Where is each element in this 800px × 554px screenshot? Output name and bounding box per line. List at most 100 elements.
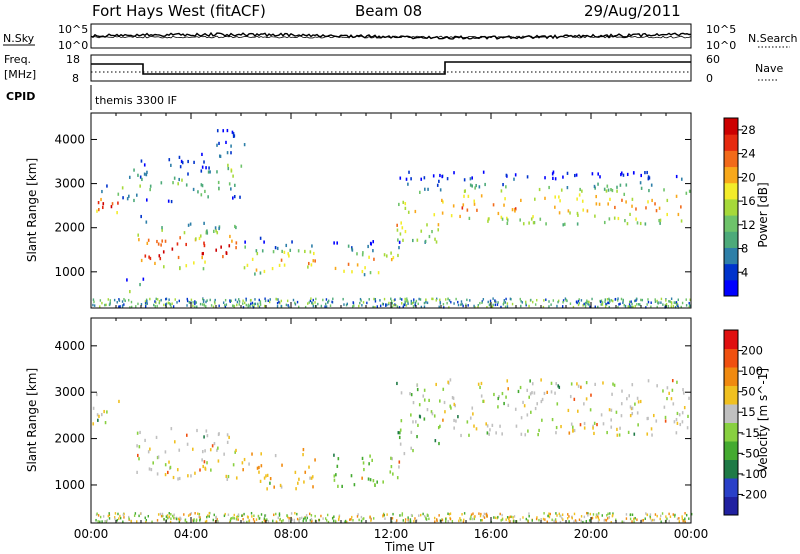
- ground-scatter-cell: [684, 512, 686, 515]
- ground-scatter-cell: [229, 519, 232, 522]
- echo-cell: [557, 384, 560, 388]
- ground-scatter-cell: [130, 519, 132, 523]
- echo-cell: [506, 221, 509, 226]
- ground-scatter-cell: [250, 298, 252, 302]
- ground-scatter-cell: [460, 519, 462, 522]
- ground-scatter-cell: [277, 516, 279, 520]
- echo-cell: [232, 132, 235, 136]
- ground-scatter-cell: [678, 520, 681, 523]
- echo-cell: [232, 196, 234, 200]
- echo-cell: [460, 433, 462, 438]
- echo-cell: [514, 209, 516, 213]
- ground-scatter-cell: [637, 303, 640, 306]
- ground-scatter-cell: [301, 516, 303, 520]
- echo-cell: [225, 474, 228, 479]
- ground-scatter-cell: [201, 303, 204, 306]
- ground-scatter-cell: [294, 301, 296, 305]
- echo-cell: [648, 176, 651, 180]
- ground-scatter-cell: [290, 512, 293, 515]
- ground-scatter-cell: [582, 520, 584, 524]
- ground-scatter-cell: [690, 512, 693, 516]
- ground-scatter-cell: [276, 301, 279, 305]
- ground-scatter-cell: [399, 297, 401, 300]
- ground-scatter-cell: [588, 519, 591, 522]
- echo-cell: [506, 379, 509, 383]
- ground-scatter-cell: [398, 306, 401, 309]
- ground-scatter-cell: [227, 513, 230, 517]
- ground-scatter-cell: [515, 520, 518, 523]
- echo-cell: [666, 386, 669, 390]
- date-title: 29/Aug/2011: [584, 2, 681, 20]
- ground-scatter-cell: [466, 298, 468, 302]
- echo-cell: [670, 397, 673, 401]
- ground-scatter-cell: [443, 306, 445, 309]
- ground-scatter-cell: [101, 301, 103, 305]
- ground-scatter-cell: [349, 518, 351, 521]
- echo-cell: [688, 396, 690, 400]
- ground-scatter-cell: [242, 517, 244, 521]
- echo-cell: [140, 214, 142, 219]
- echo-cell: [172, 475, 175, 480]
- echo-cell: [189, 222, 192, 226]
- ground-scatter-cell: [229, 299, 231, 302]
- ground-scatter-cell: [305, 519, 307, 522]
- x-tick-label: 16:00: [474, 527, 509, 541]
- ground-scatter-cell: [121, 305, 124, 309]
- echo-cell: [585, 397, 588, 401]
- ground-scatter-cell: [99, 515, 102, 519]
- echo-cell: [176, 242, 179, 246]
- ground-scatter-cell: [606, 298, 609, 301]
- ground-scatter-cell: [153, 303, 155, 307]
- ground-scatter-cell: [165, 515, 168, 518]
- colorbar-segment: [724, 182, 738, 200]
- ground-scatter-cell: [122, 520, 124, 524]
- echo-cell: [138, 457, 140, 461]
- echo-cell: [552, 170, 555, 174]
- echo-cell: [178, 448, 181, 452]
- ground-scatter-cell: [595, 516, 597, 519]
- echo-cell: [195, 237, 197, 241]
- ground-scatter-cell: [645, 306, 647, 309]
- y-tick-label: 4000: [54, 132, 85, 146]
- ground-scatter-cell: [238, 300, 241, 303]
- ground-scatter-cell: [509, 297, 512, 301]
- freq-tick-high: 18: [66, 53, 80, 66]
- echo-cell: [372, 249, 374, 253]
- ground-scatter-cell: [253, 514, 255, 518]
- ground-scatter-cell: [447, 297, 449, 301]
- echo-cell: [367, 477, 370, 481]
- echo-cell: [171, 247, 174, 251]
- echo-cell: [269, 476, 272, 481]
- echo-cell: [209, 170, 211, 174]
- cpid-label: CPID: [6, 90, 35, 103]
- echo-cell: [145, 198, 148, 202]
- echo-cell: [592, 424, 594, 428]
- echo-cell: [424, 187, 426, 191]
- ground-scatter-cell: [176, 301, 178, 304]
- echo-cell: [309, 476, 311, 480]
- echo-cell: [531, 391, 533, 395]
- ground-scatter-cell: [407, 302, 409, 305]
- ground-scatter-cell: [280, 520, 283, 523]
- ground-scatter-cell: [584, 303, 587, 307]
- ground-scatter-cell: [402, 519, 404, 522]
- ground-scatter-cell: [587, 514, 589, 517]
- ground-scatter-cell: [685, 513, 688, 517]
- echo-cell: [647, 177, 650, 181]
- ground-scatter-cell: [166, 516, 169, 520]
- ground-scatter-cell: [589, 305, 591, 309]
- ground-scatter-cell: [379, 299, 381, 302]
- colorbar-segment: [724, 422, 738, 442]
- ground-scatter-cell: [258, 298, 260, 302]
- echo-cell: [258, 465, 260, 470]
- ground-scatter-cell: [560, 514, 562, 518]
- ground-scatter-cell: [546, 520, 548, 524]
- ground-scatter-cell: [109, 299, 112, 302]
- ground-scatter-cell: [494, 300, 497, 304]
- echo-cell: [409, 392, 411, 396]
- ground-scatter-cell: [469, 299, 471, 302]
- echo-cell: [610, 188, 612, 192]
- ground-scatter-cell: [260, 513, 263, 516]
- ground-scatter-cell: [243, 512, 245, 516]
- echo-cell: [155, 435, 158, 440]
